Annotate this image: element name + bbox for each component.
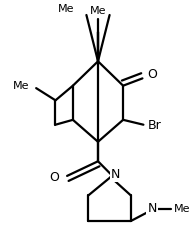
Text: N: N xyxy=(111,168,120,181)
Text: Me: Me xyxy=(90,6,106,16)
Text: Me: Me xyxy=(58,4,75,14)
Text: Me: Me xyxy=(13,81,29,91)
Text: O: O xyxy=(147,68,157,81)
Text: Me: Me xyxy=(174,204,191,214)
Text: Br: Br xyxy=(147,120,161,132)
Text: N: N xyxy=(147,202,157,215)
Text: O: O xyxy=(49,171,59,184)
